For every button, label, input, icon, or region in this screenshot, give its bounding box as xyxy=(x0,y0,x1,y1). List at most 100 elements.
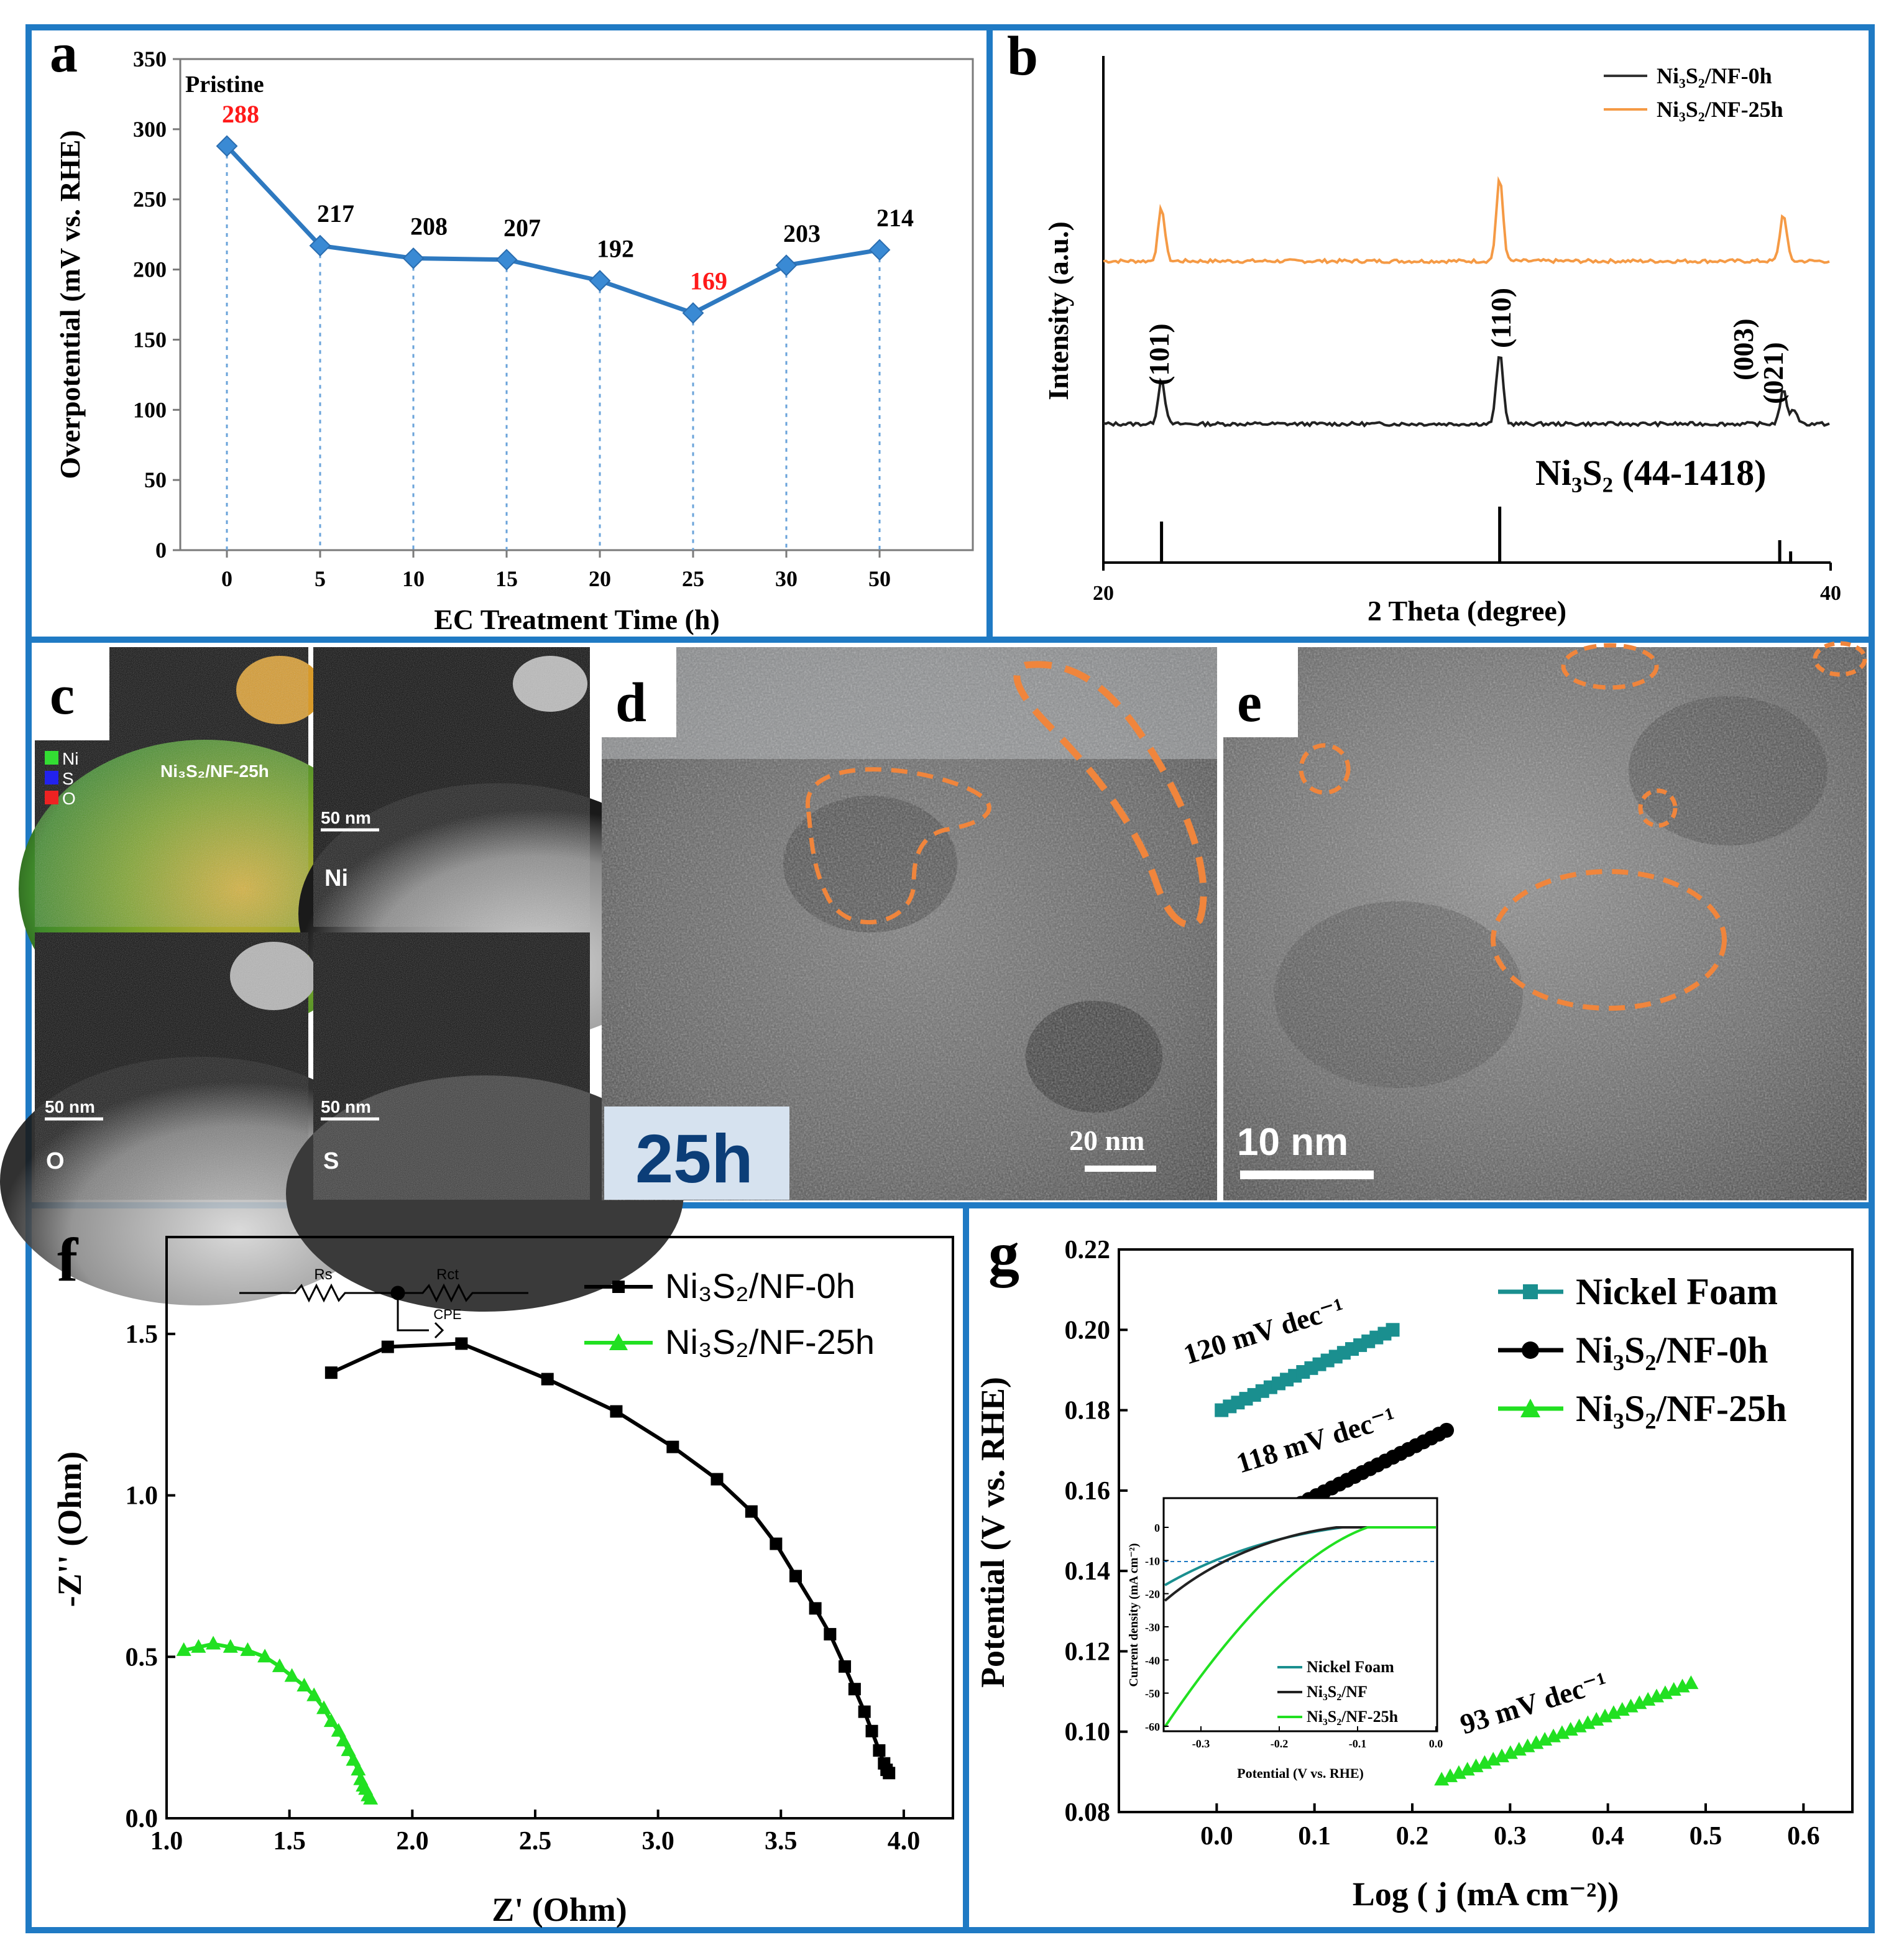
circuit-rct xyxy=(398,1283,528,1303)
data-point-f-0h xyxy=(455,1337,468,1350)
data-point-f-25h xyxy=(316,1700,331,1714)
panel-letter-b: b xyxy=(1007,25,1038,87)
panel-letter-g: g xyxy=(988,1219,1019,1288)
y-tick-label-a: 250 xyxy=(133,187,167,212)
legend-label-0h: Ni₃S₂/NF-0h xyxy=(1657,63,1772,88)
series-trace-25h xyxy=(1103,176,1830,265)
data-point-f-0h xyxy=(824,1627,837,1640)
y-tick-label-a: 200 xyxy=(133,257,167,282)
x-tick-label-a: 20 xyxy=(589,566,611,591)
tafel-label-25h: 93 mV dec⁻¹ xyxy=(1456,1665,1611,1740)
x-tick-label-f: 3.0 xyxy=(641,1827,674,1856)
inset-ticks: -0.3 -0.2 -0.1 0.0 0 -10 -20 -30 -40 -50 -60 xyxy=(1145,1522,1443,1750)
data-point-f-25h xyxy=(341,1742,356,1756)
y-tick-label-g: 0.14 xyxy=(1065,1557,1111,1586)
sample-label: Ni₃S₂/NF-25h xyxy=(160,761,269,781)
data-point-f-0h xyxy=(324,1366,338,1379)
legend-marker-f-25h xyxy=(609,1333,628,1350)
data-point-g-0h xyxy=(1439,1422,1455,1438)
data-point-f-0h xyxy=(666,1440,679,1453)
y-tick-label-g: 0.12 xyxy=(1065,1637,1111,1666)
panel-b: b 20 40 2 Theta (degree) Intensity (a.u.… xyxy=(1007,25,1841,627)
data-label-a: 169 xyxy=(690,267,727,295)
series-points-0h xyxy=(324,1337,896,1780)
inset-x-tick-label: -0.1 xyxy=(1349,1737,1367,1750)
plot-area-f xyxy=(165,1236,954,1820)
data-point-f-25h xyxy=(223,1639,238,1653)
data-point-a xyxy=(775,254,798,277)
panel-f: f 1.0 1.5 2.0 2.5 3.0 3.5 4.0 0.0 0.5 1.0 1.5 Rs R… xyxy=(51,1225,954,1928)
data-label-a: 214 xyxy=(876,204,914,232)
data-point-f-0h xyxy=(873,1744,886,1757)
x-tick-label-a: 10 xyxy=(402,566,425,591)
circuit-node xyxy=(390,1286,405,1300)
legend-label-o: O xyxy=(62,789,76,808)
data-point-a xyxy=(309,234,331,257)
ticks-g: 0.0 0.1 0.2 0.3 0.4 0.5 0.6 0.08 0.10 0.12 0.14 0.1… xyxy=(1065,1236,1820,1851)
data-point-f-0h xyxy=(809,1602,822,1615)
inset-y-tick-label: -40 xyxy=(1145,1654,1160,1667)
data-point-g-nf xyxy=(1386,1323,1400,1337)
y-label-g: Potential (V vs. RHE) xyxy=(974,1377,1011,1688)
legend-marker-g-0h xyxy=(1522,1341,1539,1359)
data-points-a xyxy=(216,135,891,324)
reference-lines xyxy=(1160,507,1793,563)
inset-x-tick-label: 0.0 xyxy=(1429,1737,1443,1750)
data-point-f-0h xyxy=(745,1505,758,1518)
x-tick-label-a: 50 xyxy=(868,566,891,591)
scale-label-ni: 50 nm xyxy=(321,808,371,827)
data-label-a: 207 xyxy=(503,214,541,242)
x-tick-label-f: 2.0 xyxy=(396,1827,429,1856)
data-point-f-25h xyxy=(176,1642,191,1656)
series-g xyxy=(1215,1323,1699,1786)
inset-x-label: Potential (V vs. RHE) xyxy=(1237,1765,1364,1781)
data-label-a: 288 xyxy=(222,100,259,128)
data-point-f-25h xyxy=(284,1668,300,1682)
x-tick-label-a: 0 xyxy=(221,566,232,591)
circuit-label-rs: Rs xyxy=(314,1266,332,1283)
highlight-region-d-2 xyxy=(1013,661,1207,928)
panel-letter-e-bg xyxy=(1223,647,1298,737)
peak-label-101: (101) xyxy=(1143,323,1175,385)
x-axis-a: 0 5 10 15 20 25 30 50 xyxy=(221,550,891,591)
legend-label-g-nf: Nickel Foam xyxy=(1576,1271,1778,1312)
data-label-a: 208 xyxy=(410,213,448,241)
x-label-a: EC Treatment Time (h) xyxy=(434,604,720,635)
data-point-f-0h xyxy=(710,1473,724,1486)
panel-letter-a: a xyxy=(50,22,78,84)
inset-y-tick-label: 0 xyxy=(1154,1522,1160,1534)
s-map-texture xyxy=(313,932,590,1200)
plot-area-g xyxy=(1118,1248,1854,1813)
data-labels-a: 288 217 208 207 192 169 203 214 xyxy=(222,100,914,295)
scale-label-o: 50 nm xyxy=(45,1097,95,1116)
panel-letter-c: c xyxy=(50,665,75,726)
highlight-region-d-1 xyxy=(806,767,991,924)
legend-label-ni: Ni xyxy=(62,749,78,768)
legend-swatch-o xyxy=(45,791,58,804)
data-label-a: 217 xyxy=(317,200,354,228)
data-point-f-25h xyxy=(346,1752,361,1766)
x-label-f: Z' (Ohm) xyxy=(492,1891,627,1928)
frame-g xyxy=(963,1202,1875,1933)
y-axis-a: 0 50 100 150 200 250 300 350 xyxy=(133,47,180,563)
tem-e-texture xyxy=(1223,647,1867,1200)
x-tick-label-f: 1.5 xyxy=(273,1827,306,1856)
x-tick-label-a: 5 xyxy=(315,566,326,591)
map-label-ni: Ni xyxy=(324,865,348,891)
x-tick-label-g: 0.3 xyxy=(1494,1822,1527,1851)
x-tick-label-g: 0.4 xyxy=(1591,1822,1624,1851)
data-point-f-0h xyxy=(858,1705,871,1718)
y-label-a: Overpotential (mV vs. RHE) xyxy=(54,130,86,479)
data-point-a xyxy=(589,270,611,292)
o-map-texture xyxy=(35,932,308,1200)
x-tick-label-g: 0.5 xyxy=(1690,1822,1722,1851)
data-point-f-25h xyxy=(272,1658,287,1672)
x-tick-label-b-40: 40 xyxy=(1820,582,1841,605)
x-tick-label-f: 4.0 xyxy=(888,1827,921,1856)
data-point-f-25h xyxy=(257,1649,273,1663)
data-point-f-25h xyxy=(336,1732,351,1747)
x-tick-label-f: 3.5 xyxy=(765,1827,798,1856)
data-point-f-25h xyxy=(191,1639,206,1653)
y-tick-label-f: 1.5 xyxy=(126,1320,159,1349)
panel-d: d 25h 20 nm xyxy=(602,647,1217,1200)
